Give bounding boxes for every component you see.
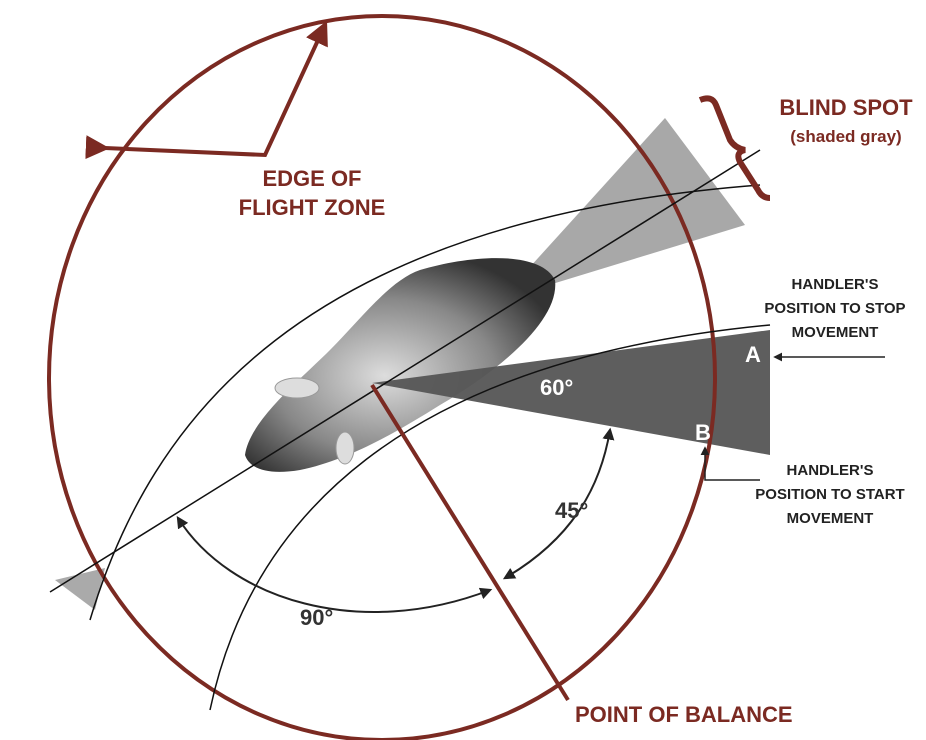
label: MOVEMENT [792,324,879,341]
point-of-balance-line [370,383,570,702]
flight-zone-circle [47,14,717,740]
label: POSITION TO STOP [764,300,905,317]
arc [209,324,771,711]
label: A [745,342,761,367]
label: FLIGHT ZONE [239,195,386,220]
label: (shaded gray) [790,127,901,146]
arc [89,184,761,621]
label: EDGE OF [262,166,361,191]
label: POSITION TO START [755,486,904,503]
angle-arrow-45 [502,427,615,580]
animal-body [245,258,556,472]
movement-wedge [372,330,770,455]
blind-spot-rear [55,568,105,610]
edge-arrows [85,20,328,160]
angle-arrow-90 [176,515,493,613]
label: 90° [300,605,333,630]
body-axis [49,149,761,593]
blind-spot-brace [698,95,771,201]
label: POINT OF BALANCE [575,702,793,727]
start-arrow [700,446,760,481]
label: B [695,420,711,445]
ear [335,431,355,465]
label: MOVEMENT [787,510,874,527]
ear [274,377,320,399]
label: 45° [555,498,588,523]
label: HANDLER'S [792,276,879,293]
label: HANDLER'S [787,462,874,479]
label: 60° [540,375,573,400]
shapes [47,14,885,740]
blind-spot-wedge [500,118,745,300]
label: BLIND SPOT [779,95,913,120]
